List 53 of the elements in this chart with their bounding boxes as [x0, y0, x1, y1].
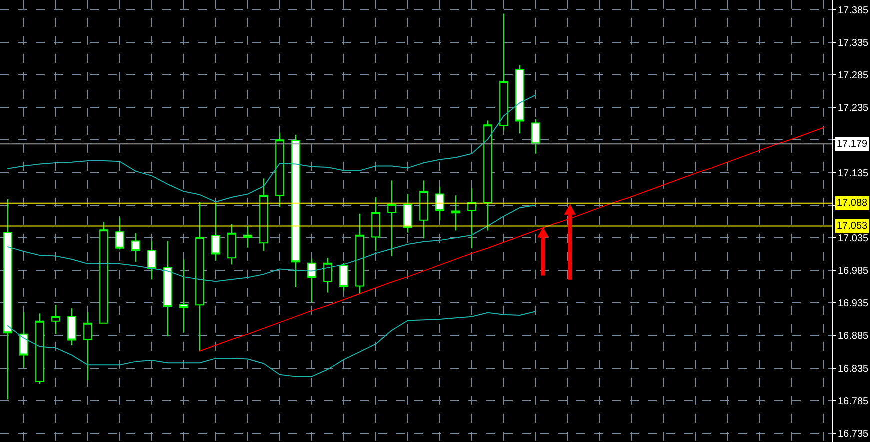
ref-line-label: 17.053 [837, 221, 868, 232]
candlestick [84, 312, 92, 381]
line-series [8, 94, 536, 203]
candlestick [36, 313, 44, 384]
candlestick [132, 232, 140, 263]
line-series [8, 204, 536, 282]
candlestick [516, 64, 524, 134]
y-tick-label: 16.935 [838, 298, 870, 310]
ref-line-label: 17.179 [837, 139, 868, 150]
candlestick [276, 132, 284, 208]
y-tick-label: 17.135 [838, 168, 870, 180]
candlestick [20, 312, 28, 368]
y-tick-label: 16.785 [838, 396, 870, 408]
y-tick-label: 17.335 [838, 38, 870, 49]
candlestick [436, 186, 444, 221]
candlestick [228, 224, 236, 266]
y-tick-label: 17.235 [838, 103, 870, 114]
candlestick [164, 240, 172, 337]
candlestick [148, 240, 156, 280]
candlestick [196, 202, 204, 352]
y-tick-label: 16.885 [838, 331, 870, 342]
candlestick [100, 222, 108, 324]
ref-line-label: 17.088 [837, 198, 868, 209]
candlestick [212, 202, 220, 262]
candlestick [244, 226, 252, 248]
y-tick-label: 16.735 [838, 429, 870, 440]
y-tick-label: 16.835 [838, 364, 870, 375]
candlestick [404, 194, 412, 234]
y-tick-label: 17.035 [838, 233, 870, 244]
candlestick [180, 258, 188, 333]
y-tick-label: 17.385 [838, 5, 870, 16]
y-tick-label: 16.985 [838, 266, 870, 278]
candlestick [4, 198, 12, 400]
line-series [8, 311, 536, 378]
candlestick [356, 213, 364, 295]
candlestick [500, 13, 508, 131]
candlestick [324, 258, 332, 294]
candlestick [308, 258, 316, 303]
candlestick [260, 178, 268, 252]
line-series [200, 127, 824, 352]
candlestick [452, 195, 460, 232]
y-tick-label: 17.285 [838, 70, 870, 82]
candlestick [68, 308, 76, 346]
candlestick [484, 120, 492, 232]
candlestick [372, 197, 380, 252]
candlestick [420, 180, 428, 240]
candlestick [52, 304, 60, 335]
candlestick [340, 262, 348, 292]
candlestick [388, 180, 396, 257]
candlestick [292, 134, 300, 288]
candlestick [532, 118, 540, 154]
candlestick [116, 217, 124, 250]
candlestick [468, 188, 476, 249]
